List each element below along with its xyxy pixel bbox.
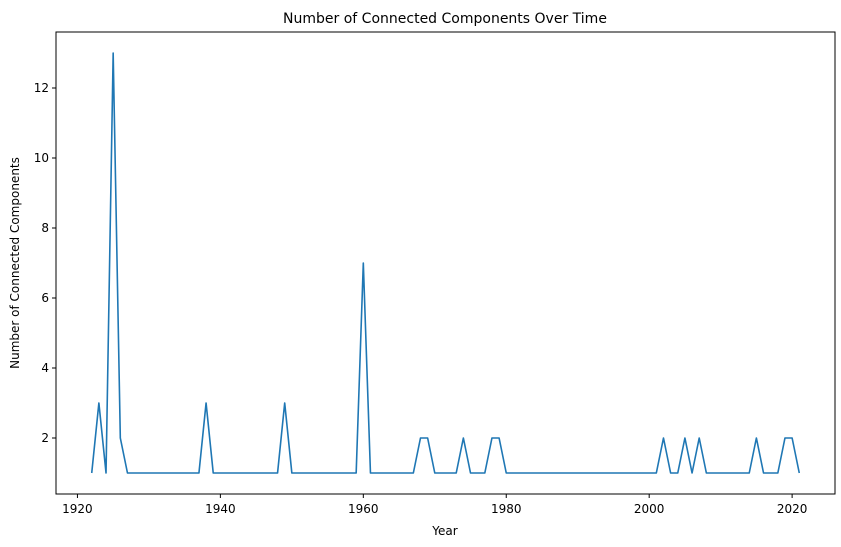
plot-area xyxy=(55,31,836,495)
y-tick-label: 6 xyxy=(41,291,49,305)
chart-title: Number of Connected Components Over Time xyxy=(283,11,607,27)
y-tick-label: 10 xyxy=(34,151,49,165)
y-tick-label: 2 xyxy=(41,431,49,445)
y-axis-label: Number of Connected Components xyxy=(8,157,22,369)
x-tick-label: 2020 xyxy=(777,502,808,516)
x-tick-label: 1920 xyxy=(62,502,93,516)
axis-ticks: 1920 1940 1960 1980 2000 2020 2 4 6 8 10 12 xyxy=(34,81,808,516)
x-tick-label: 2000 xyxy=(634,502,665,516)
y-tick-label: 8 xyxy=(41,221,49,235)
x-axis-label: Year xyxy=(431,524,457,538)
y-tick-label: 12 xyxy=(34,81,49,95)
x-tick-label: 1940 xyxy=(205,502,236,516)
x-tick-label: 1960 xyxy=(348,502,379,516)
x-tick-label: 1980 xyxy=(491,502,522,516)
series-line xyxy=(90,52,801,474)
y-tick-label: 4 xyxy=(41,361,49,375)
